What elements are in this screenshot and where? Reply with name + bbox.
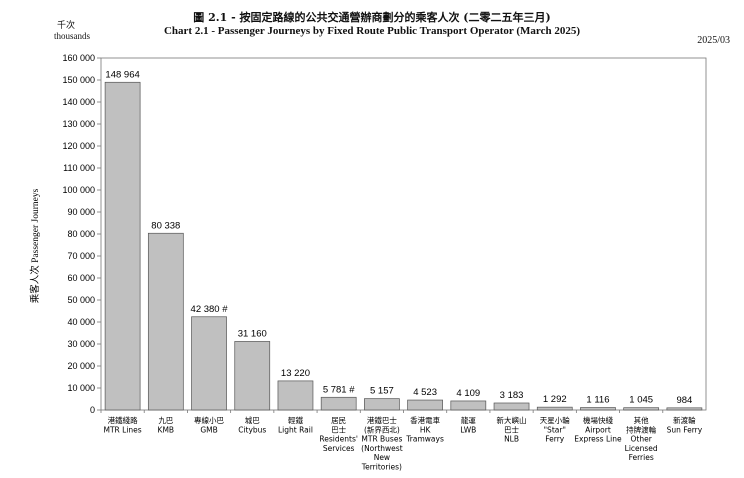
data-label: 42 380 # (191, 304, 229, 315)
chart-title-en: Chart 2.1 - Passenger Journeys by Fixed … (163, 25, 581, 37)
y-tick-label: 140 000 (62, 97, 95, 107)
y-tick-label: 20 000 (67, 361, 95, 371)
x-tick-label: 城巴 Citybus (238, 416, 266, 434)
data-labels: 148 964 80 338 42 380 # 31 160 13 220 5 781 #… (105, 69, 692, 406)
x-tick-label: 其他持牌渡輪 Other Licensed Ferries (625, 415, 658, 462)
x-tick-label: 輕鐵 Light Rail (278, 415, 313, 434)
unit-label-en: thousands (54, 31, 90, 41)
y-tick-label: 50 000 (67, 295, 95, 305)
y-tick-label: 80 000 (67, 229, 95, 239)
x-tick-label: 龍運 LWB (460, 415, 476, 434)
y-tick-label: 30 000 (67, 339, 95, 349)
y-tick-label: 0 (90, 405, 95, 415)
bar (407, 399, 443, 411)
x-axis: 港鐵綫路 MTR Lines 九巴 KMB 專線小巴 GMB 城巴 Citybus 輕鐵 Ligh… (100, 410, 703, 472)
data-label: 5 157 (370, 386, 394, 397)
report-date: 2025/03 (697, 35, 730, 46)
data-label: 31 160 (238, 328, 267, 339)
bars (104, 81, 703, 411)
x-tick-label: 專線小巴 GMB (194, 415, 224, 434)
y-tick-label: 130 000 (62, 119, 95, 129)
bar (104, 81, 141, 411)
bar (580, 407, 616, 411)
y-tick-label: 160 000 (62, 53, 95, 63)
x-tick-label: 機場快綫 Airport Express Line (574, 415, 622, 444)
data-label: 5 781 # (323, 384, 355, 395)
bar (623, 407, 660, 411)
bar (450, 400, 487, 411)
data-label: 1 292 (543, 394, 567, 405)
bar (191, 316, 227, 411)
data-label: 984 (676, 395, 692, 406)
bar (493, 402, 530, 411)
bar (666, 407, 703, 411)
bar (364, 398, 400, 411)
data-label: 4 523 (413, 387, 437, 398)
x-tick-label: 港鐵巴士(新界西北) MTR Buses (Northwest New Territor… (361, 415, 403, 472)
x-tick-label: 港鐵綫路 MTR Lines (104, 415, 142, 434)
x-tick-label: 新渡輪 Sun Ferry (667, 415, 703, 434)
data-label: 13 220 (281, 368, 310, 379)
chart-title-zh: 圖 2.1 - 按固定路線的公共交通營辦商劃分的乘客人次 (二零二五年三月) (193, 11, 551, 24)
data-label: 148 964 (105, 69, 139, 80)
y-tick-label: 40 000 (67, 317, 95, 327)
y-axis-label: 乘客人次 Passenger Journeys (29, 188, 41, 303)
bar (536, 406, 573, 411)
unit-label-zh: 千次 (57, 21, 76, 31)
y-tick-label: 150 000 (62, 75, 95, 85)
bar (320, 396, 357, 411)
data-label: 1 116 (586, 395, 609, 406)
y-tick-label: 60 000 (67, 273, 95, 283)
x-tick-label: 新大嶼山巴士 NLB (497, 415, 527, 444)
data-label: 80 338 (151, 220, 180, 231)
y-tick-label: 110 000 (63, 163, 95, 173)
y-tick-label: 90 000 (67, 207, 95, 217)
bar (234, 341, 271, 411)
bar (277, 380, 314, 411)
x-tick-label: 九巴 KMB (158, 416, 175, 434)
x-tick-label: 天星小輪"Star" Ferry (540, 415, 570, 444)
data-label: 1 045 (629, 395, 653, 406)
bar (147, 232, 184, 411)
data-label: 3 183 (500, 390, 524, 401)
y-tick-label: 70 000 (67, 251, 95, 261)
x-tick-label: 居民巴士 Residents' Services (319, 416, 358, 453)
data-label: 4 109 (456, 388, 480, 399)
y-tick-label: 120 000 (62, 141, 95, 151)
y-tick-label: 100 000 (62, 185, 95, 195)
x-tick-label: 香港電車 HK Tramways (405, 415, 444, 444)
y-tick-label: 10 000 (67, 383, 95, 393)
